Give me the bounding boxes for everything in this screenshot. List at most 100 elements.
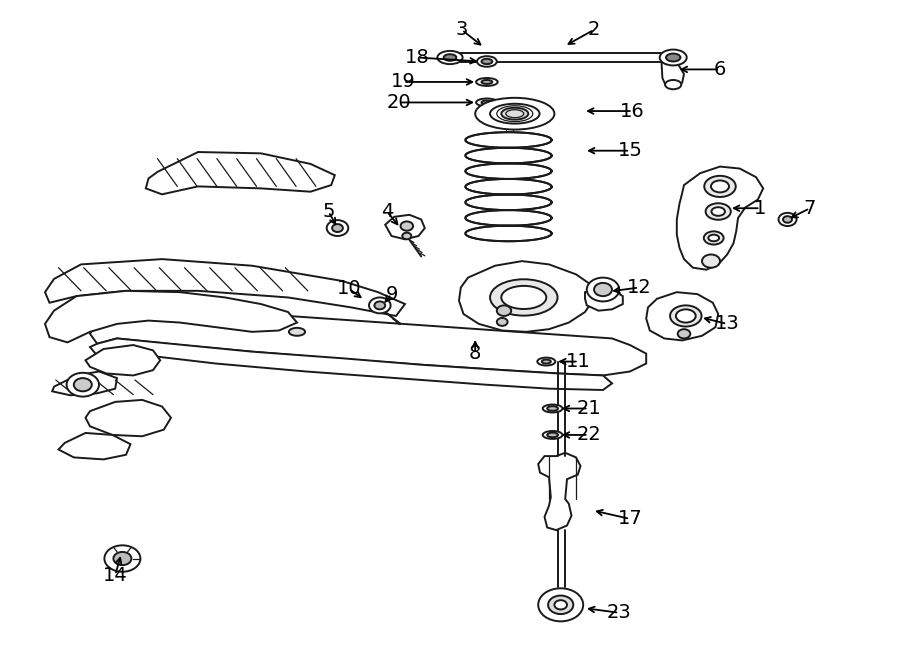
Ellipse shape — [501, 286, 546, 309]
Polygon shape — [538, 453, 580, 530]
Circle shape — [104, 545, 140, 572]
Ellipse shape — [547, 432, 558, 438]
Polygon shape — [677, 167, 763, 270]
Polygon shape — [90, 338, 612, 390]
Text: 3: 3 — [455, 20, 468, 39]
Text: 22: 22 — [576, 426, 601, 444]
Circle shape — [783, 216, 792, 223]
Ellipse shape — [482, 80, 492, 84]
Ellipse shape — [660, 50, 687, 65]
Circle shape — [67, 373, 99, 397]
Ellipse shape — [537, 358, 555, 366]
Polygon shape — [465, 179, 552, 194]
Polygon shape — [86, 400, 171, 436]
Text: 14: 14 — [103, 566, 128, 584]
Text: 18: 18 — [405, 48, 430, 67]
Ellipse shape — [476, 98, 498, 106]
Ellipse shape — [289, 328, 305, 336]
Circle shape — [369, 297, 391, 313]
Text: 5: 5 — [322, 202, 335, 221]
Circle shape — [332, 224, 343, 232]
Polygon shape — [465, 194, 552, 210]
Circle shape — [400, 221, 413, 231]
Polygon shape — [465, 148, 552, 163]
Circle shape — [402, 233, 411, 239]
Ellipse shape — [706, 204, 731, 219]
Circle shape — [538, 588, 583, 621]
Ellipse shape — [676, 309, 696, 323]
Text: 17: 17 — [617, 510, 643, 528]
Polygon shape — [58, 433, 130, 459]
Ellipse shape — [547, 406, 558, 410]
Circle shape — [681, 313, 690, 319]
Ellipse shape — [665, 80, 681, 89]
Text: 15: 15 — [617, 141, 643, 160]
Circle shape — [587, 278, 619, 301]
Ellipse shape — [670, 305, 702, 327]
Ellipse shape — [501, 108, 528, 120]
Circle shape — [74, 378, 92, 391]
Text: 19: 19 — [391, 73, 416, 91]
Text: 23: 23 — [607, 603, 632, 622]
Ellipse shape — [711, 180, 729, 192]
Ellipse shape — [482, 59, 492, 64]
Ellipse shape — [708, 235, 719, 241]
Ellipse shape — [476, 78, 498, 86]
Text: 12: 12 — [626, 278, 652, 297]
Ellipse shape — [490, 279, 557, 316]
Circle shape — [702, 254, 720, 268]
Polygon shape — [52, 371, 117, 395]
Circle shape — [778, 213, 796, 226]
Text: 11: 11 — [566, 352, 591, 371]
Polygon shape — [465, 210, 552, 225]
Text: 21: 21 — [576, 399, 601, 418]
Ellipse shape — [542, 360, 551, 364]
Polygon shape — [465, 225, 552, 241]
Ellipse shape — [482, 100, 492, 104]
Ellipse shape — [444, 54, 456, 61]
Circle shape — [327, 220, 348, 236]
Ellipse shape — [704, 231, 724, 245]
Polygon shape — [585, 288, 623, 311]
Ellipse shape — [704, 176, 736, 197]
Polygon shape — [646, 292, 718, 340]
Text: 16: 16 — [620, 102, 645, 120]
Text: 2: 2 — [588, 20, 600, 39]
Polygon shape — [86, 345, 160, 375]
Polygon shape — [465, 132, 552, 148]
Text: 1: 1 — [754, 199, 767, 217]
Text: 20: 20 — [386, 93, 411, 112]
Ellipse shape — [712, 208, 725, 215]
Ellipse shape — [543, 405, 562, 412]
Text: 7: 7 — [804, 199, 816, 217]
Text: 6: 6 — [714, 60, 726, 79]
Polygon shape — [465, 163, 552, 179]
Polygon shape — [90, 304, 646, 375]
Circle shape — [554, 600, 567, 609]
Ellipse shape — [477, 56, 497, 67]
Ellipse shape — [437, 51, 463, 64]
Polygon shape — [146, 152, 335, 194]
Circle shape — [113, 552, 131, 565]
Polygon shape — [459, 261, 594, 332]
Polygon shape — [452, 53, 662, 62]
Polygon shape — [385, 215, 425, 239]
Circle shape — [594, 283, 612, 296]
Ellipse shape — [543, 431, 562, 439]
Circle shape — [678, 310, 694, 322]
Polygon shape — [45, 259, 405, 316]
Ellipse shape — [666, 54, 680, 61]
Circle shape — [678, 329, 690, 338]
Circle shape — [497, 305, 511, 316]
Circle shape — [374, 301, 385, 309]
Ellipse shape — [475, 98, 554, 130]
Polygon shape — [45, 291, 297, 342]
Text: 10: 10 — [337, 280, 362, 298]
Polygon shape — [662, 62, 684, 87]
Circle shape — [497, 318, 508, 326]
Text: 9: 9 — [385, 285, 398, 303]
Text: 8: 8 — [469, 344, 482, 363]
Text: 4: 4 — [381, 202, 393, 221]
Text: 13: 13 — [715, 315, 740, 333]
Circle shape — [548, 596, 573, 614]
